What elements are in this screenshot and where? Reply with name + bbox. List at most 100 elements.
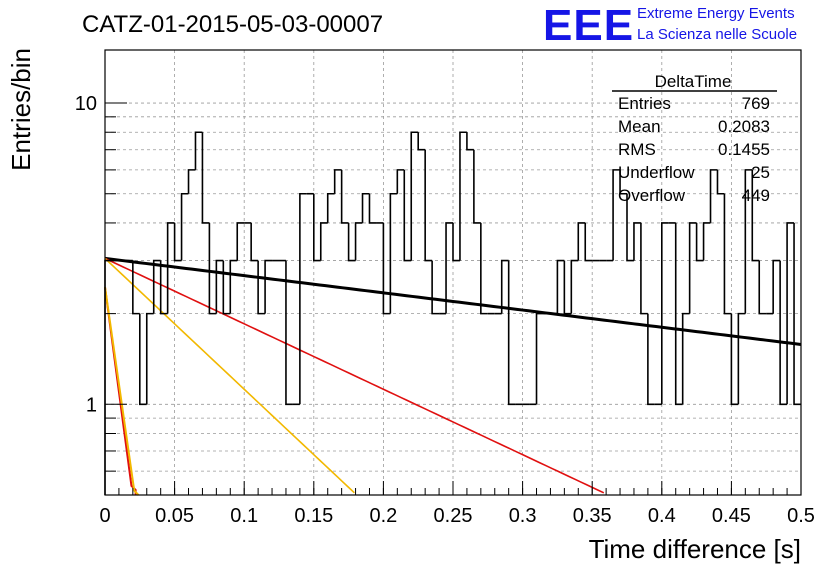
axis-ticks: 0 0.05 0.1 0.15 0.2 0.25 0.3 0.35 0.4 0.45 0.5 1 10 (75, 93, 815, 527)
stats-row-value: 0.2083 (718, 117, 770, 136)
histogram-bin (570, 259, 579, 314)
brand-line-1: Extreme Energy Events (637, 5, 795, 22)
histogram-bin (389, 192, 398, 314)
histogram-bin (354, 222, 363, 261)
stats-box-name: DeltaTime (655, 72, 732, 91)
stats-row-value: 0.1455 (718, 140, 770, 159)
fit-curves (104, 256, 802, 496)
histogram-bin (250, 222, 259, 262)
y-axis-title: Entries/bin (6, 48, 36, 171)
stats-box: DeltaTime Entries 769 Mean 0.2083 RMS 0.1455 U… (612, 72, 777, 205)
x-tick-label: 0.1 (230, 505, 258, 527)
x-tick-label: 0.35 (573, 505, 612, 527)
stats-row-value: 769 (742, 94, 770, 113)
histogram-bin (751, 169, 760, 262)
histogram-bin (661, 222, 669, 405)
histogram-bin (584, 222, 593, 262)
histogram-bin (758, 260, 767, 315)
histogram-bin (347, 222, 356, 262)
histogram-bin (417, 132, 426, 151)
stats-rows: Entries 769 Mean 0.2083 RMS 0.1455 Underflow 25… (618, 94, 770, 205)
histogram-bin (132, 260, 140, 315)
histogram-bin (145, 312, 154, 405)
histogram-bin (410, 131, 419, 261)
histogram-bin (737, 312, 746, 405)
x-tick-label: 0 (99, 505, 110, 527)
stats-row-label: Mean (618, 117, 661, 136)
histogram-bin (473, 149, 481, 224)
x-axis-title: Time difference [s] (589, 534, 801, 564)
histogram-bin (424, 149, 433, 262)
histogram-bin (688, 222, 697, 314)
brand-line-2: La Scienza nelle Scuole (637, 26, 797, 43)
histogram-bin (431, 260, 440, 315)
histogram-bin (445, 222, 453, 314)
eee-logo-text: EEE (543, 1, 634, 50)
histogram-bin (319, 222, 328, 261)
histogram-bin (368, 193, 377, 224)
histogram-bin (333, 169, 342, 194)
histogram-bin (382, 222, 391, 315)
x-tick-label: 0.25 (434, 505, 473, 527)
histogram-bin (730, 313, 739, 406)
histogram-bin (340, 169, 349, 224)
histogram-bin (466, 132, 474, 151)
histogram-bin (723, 193, 732, 315)
histogram-bin (194, 131, 203, 170)
x-tick-label: 0.45 (712, 505, 751, 527)
histogram-bin (563, 260, 572, 315)
histogram-bin (285, 260, 293, 406)
histogram-bin (313, 193, 321, 262)
histogram-bin (786, 222, 795, 405)
histogram-bin (299, 192, 307, 405)
histogram-bin (681, 312, 690, 405)
histogram-bin (709, 169, 718, 223)
histogram-bin (647, 313, 655, 406)
stats-row-value: 449 (742, 186, 770, 205)
histogram-bin (716, 169, 725, 195)
x-tick-label: 0.5 (787, 505, 815, 527)
histogram-bin (403, 169, 412, 262)
histogram-bin (187, 169, 196, 194)
x-tick-label: 0.05 (155, 505, 194, 527)
histogram-bin (159, 260, 168, 315)
histogram-bin (612, 169, 621, 261)
histogram-bin (396, 169, 405, 194)
fit-curve (104, 257, 355, 494)
x-tick-label: 0.15 (294, 505, 333, 527)
histogram-bin (229, 259, 238, 314)
histogram-bin (640, 222, 648, 315)
histogram-bin (556, 259, 565, 314)
histogram-bin (500, 259, 509, 314)
y-tick-label: 10 (75, 93, 97, 115)
fit-curve (104, 257, 605, 494)
eee-logo: EEE Extreme Energy Events La Scienza nel… (543, 1, 797, 50)
stats-row-label: Overflow (618, 186, 686, 205)
histogram-bin (535, 312, 544, 405)
histogram-bin (772, 259, 781, 314)
stats-row-label: Underflow (618, 163, 695, 182)
histogram-bin (619, 169, 627, 195)
histogram-bin (695, 222, 704, 262)
histogram-bin (361, 192, 370, 223)
histogram-bin (173, 222, 182, 262)
histogram-bin (180, 192, 189, 261)
x-tick-label: 0.2 (369, 505, 397, 527)
histogram-bin (507, 260, 516, 406)
histogram-bin (208, 222, 217, 315)
x-tick-label: 0.4 (648, 505, 676, 527)
histogram-bin (326, 192, 335, 223)
stats-row-value: 25 (751, 163, 770, 182)
histogram-bin (166, 222, 175, 314)
histogram-bin (201, 132, 210, 224)
y-tick-label: 1 (86, 394, 97, 416)
x-tick-label: 0.3 (509, 505, 537, 527)
histogram-bin (257, 260, 266, 315)
histogram-bin (744, 169, 753, 314)
histogram-bin (459, 131, 467, 261)
histogram-bin (152, 259, 161, 314)
histogram-bin (702, 222, 711, 261)
histogram-bin (215, 259, 224, 314)
histogram-bin (139, 313, 147, 406)
